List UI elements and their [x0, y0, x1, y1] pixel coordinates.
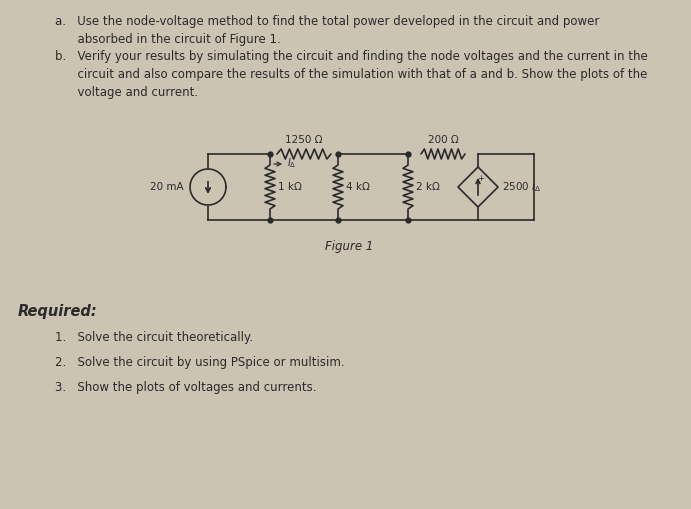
Text: b.   Verify your results by simulating the circuit and finding the node voltages: b. Verify your results by simulating the…: [55, 50, 647, 63]
Text: 2 kΩ: 2 kΩ: [416, 182, 440, 192]
Text: voltage and current.: voltage and current.: [55, 86, 198, 99]
Text: +: +: [477, 174, 484, 183]
Text: $I_\Delta$: $I_\Delta$: [287, 156, 296, 170]
Text: Required:: Required:: [18, 304, 97, 319]
Text: 3.   Show the plots of voltages and currents.: 3. Show the plots of voltages and curren…: [55, 381, 316, 394]
Text: Figure 1: Figure 1: [325, 240, 373, 253]
Text: 2500 $i_\Delta$: 2500 $i_\Delta$: [502, 180, 542, 194]
Text: 200 Ω: 200 Ω: [428, 135, 458, 145]
Text: 4 kΩ: 4 kΩ: [346, 182, 370, 192]
Text: 20 mA: 20 mA: [151, 182, 184, 192]
Text: 1.   Solve the circuit theoretically.: 1. Solve the circuit theoretically.: [55, 331, 253, 344]
Text: 2.   Solve the circuit by using PSpice or multisim.: 2. Solve the circuit by using PSpice or …: [55, 356, 345, 369]
Text: 1250 Ω: 1250 Ω: [285, 135, 323, 145]
Text: circuit and also compare the results of the simulation with that of a and b. Sho: circuit and also compare the results of …: [55, 68, 647, 81]
Text: absorbed in the circuit of Figure 1.: absorbed in the circuit of Figure 1.: [55, 33, 281, 46]
Text: a.   Use the node-voltage method to find the total power developed in the circui: a. Use the node-voltage method to find t…: [55, 15, 599, 28]
Text: 1 kΩ: 1 kΩ: [278, 182, 302, 192]
